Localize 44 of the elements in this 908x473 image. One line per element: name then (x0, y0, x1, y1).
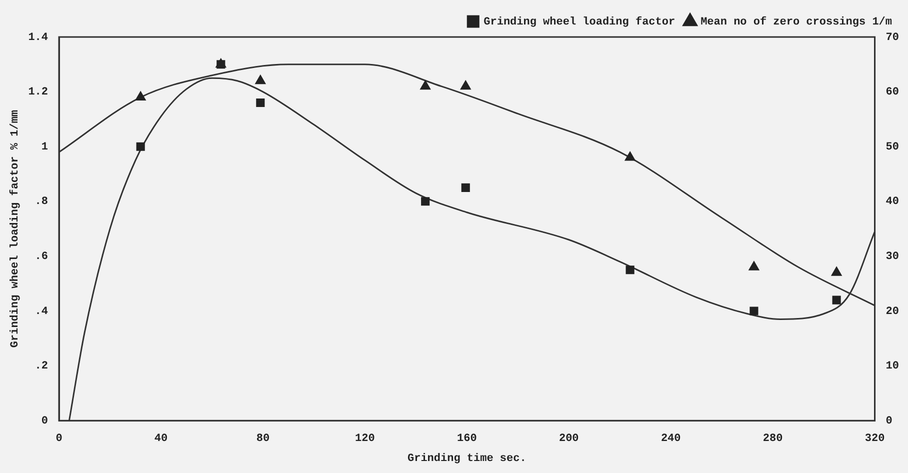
point (624, 152, 636, 161)
x-tick-label: 160 (456, 432, 477, 445)
y-axis-title: Grinding wheel loading factor % 1/mm (8, 110, 22, 348)
x-tick-label: 240 (660, 432, 681, 445)
point (136, 142, 145, 151)
legend-label: Mean no of zero crossings 1/m (700, 15, 892, 28)
y2-tick-label: 50 (886, 141, 899, 154)
x-tick-label: 0 (56, 432, 62, 445)
y2-tick-label: 70 (886, 32, 899, 44)
point (626, 266, 634, 274)
point (748, 261, 760, 270)
x-tick-label: 280 (762, 432, 783, 445)
y2-tick-label: 30 (886, 250, 899, 263)
point (750, 306, 758, 316)
y-tick-label: .4 (34, 306, 48, 318)
y2-tick-label: 40 (886, 196, 899, 208)
y2-tick-label: 10 (886, 360, 899, 373)
x-tick-label: 80 (256, 432, 270, 445)
point (460, 80, 471, 90)
y2-tick-label: 0 (886, 415, 892, 428)
legend-label: Grinding wheel loading factor (484, 15, 676, 28)
y-tick-label: .8 (34, 196, 48, 208)
x-tick-label: 40 (154, 432, 168, 445)
y-tick-label: 1.2 (28, 86, 48, 99)
point (216, 60, 226, 69)
point (255, 75, 266, 84)
x-tick-label: 200 (558, 432, 579, 445)
point (421, 197, 430, 206)
point (461, 183, 470, 192)
x-tick-label: 120 (355, 432, 375, 445)
y2-tick-label: 20 (886, 306, 899, 318)
point (420, 80, 430, 90)
y-tick-label: 0 (41, 415, 48, 428)
point (256, 98, 265, 108)
point (136, 92, 146, 101)
y-tick-label: .2 (34, 360, 48, 373)
y2-tick-label: 60 (886, 86, 899, 99)
x-tick-label: 320 (864, 432, 885, 445)
y-tick-label: .6 (34, 250, 48, 263)
point (832, 296, 841, 304)
point (831, 266, 842, 276)
y-tick-label: 1.4 (28, 32, 48, 44)
x-axis-title: Grinding time sec. (407, 453, 526, 466)
y-tick-label: 1 (41, 141, 48, 154)
